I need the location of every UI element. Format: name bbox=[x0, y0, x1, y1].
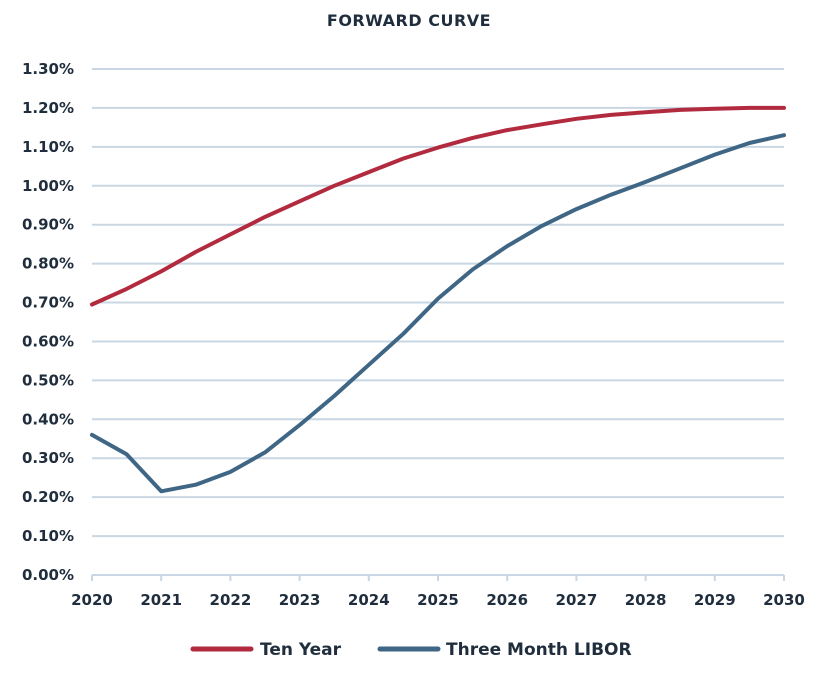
x-tick-label: 2026 bbox=[486, 591, 528, 609]
y-tick-label: 0.90% bbox=[22, 216, 74, 234]
y-tick-label: 0.60% bbox=[22, 332, 74, 350]
y-tick-label: 0.10% bbox=[22, 527, 74, 545]
x-axis-tick-labels: 2020 2021 2022 2023 2024 2025 2026 2027 2028 2029… bbox=[71, 575, 805, 609]
x-tick-label: 2028 bbox=[625, 591, 667, 609]
x-tick-label: 2029 bbox=[694, 591, 736, 609]
x-tick-label: 2023 bbox=[279, 591, 321, 609]
series-line-ten-year bbox=[90, 105, 786, 307]
x-tick-label: 2027 bbox=[556, 591, 598, 609]
chart-title: FORWARD CURVE bbox=[327, 11, 491, 30]
legend-label: Three Month LIBOR bbox=[446, 640, 632, 660]
legend-item: Ten Year bbox=[190, 640, 342, 660]
y-axis-tick-labels: 0.00% 0.10% 0.20% 0.30% 0.40% 0.50% 0.60% 0.70%… bbox=[22, 60, 74, 584]
y-tick-label: 0.00% bbox=[22, 566, 74, 584]
series-lines bbox=[90, 105, 786, 494]
series-line-three-month-libor bbox=[90, 133, 786, 494]
y-tick-label: 0.30% bbox=[22, 449, 74, 467]
y-tick-label: 1.30% bbox=[22, 60, 74, 78]
x-tick-label: 2024 bbox=[348, 591, 390, 609]
y-tick-label: 0.40% bbox=[22, 410, 74, 428]
x-tick-label: 2022 bbox=[210, 591, 252, 609]
y-tick-label: 1.20% bbox=[22, 99, 74, 117]
legend-item: Three Month LIBOR bbox=[377, 640, 632, 660]
x-tick-label: 2030 bbox=[763, 591, 805, 609]
y-tick-label: 0.80% bbox=[22, 255, 74, 273]
x-tick-label: 2020 bbox=[71, 591, 113, 609]
y-tick-label: 0.20% bbox=[22, 488, 74, 506]
legend: Ten Year Three Month LIBOR bbox=[190, 640, 632, 660]
y-tick-label: 1.00% bbox=[22, 177, 74, 195]
y-tick-label: 0.50% bbox=[22, 371, 74, 389]
gridlines bbox=[92, 68, 784, 576]
y-tick-label: 0.70% bbox=[22, 294, 74, 312]
x-tick-label: 2021 bbox=[140, 591, 182, 609]
x-tick-label: 2025 bbox=[417, 591, 459, 609]
legend-label: Ten Year bbox=[260, 640, 342, 660]
y-tick-label: 1.10% bbox=[22, 138, 74, 156]
